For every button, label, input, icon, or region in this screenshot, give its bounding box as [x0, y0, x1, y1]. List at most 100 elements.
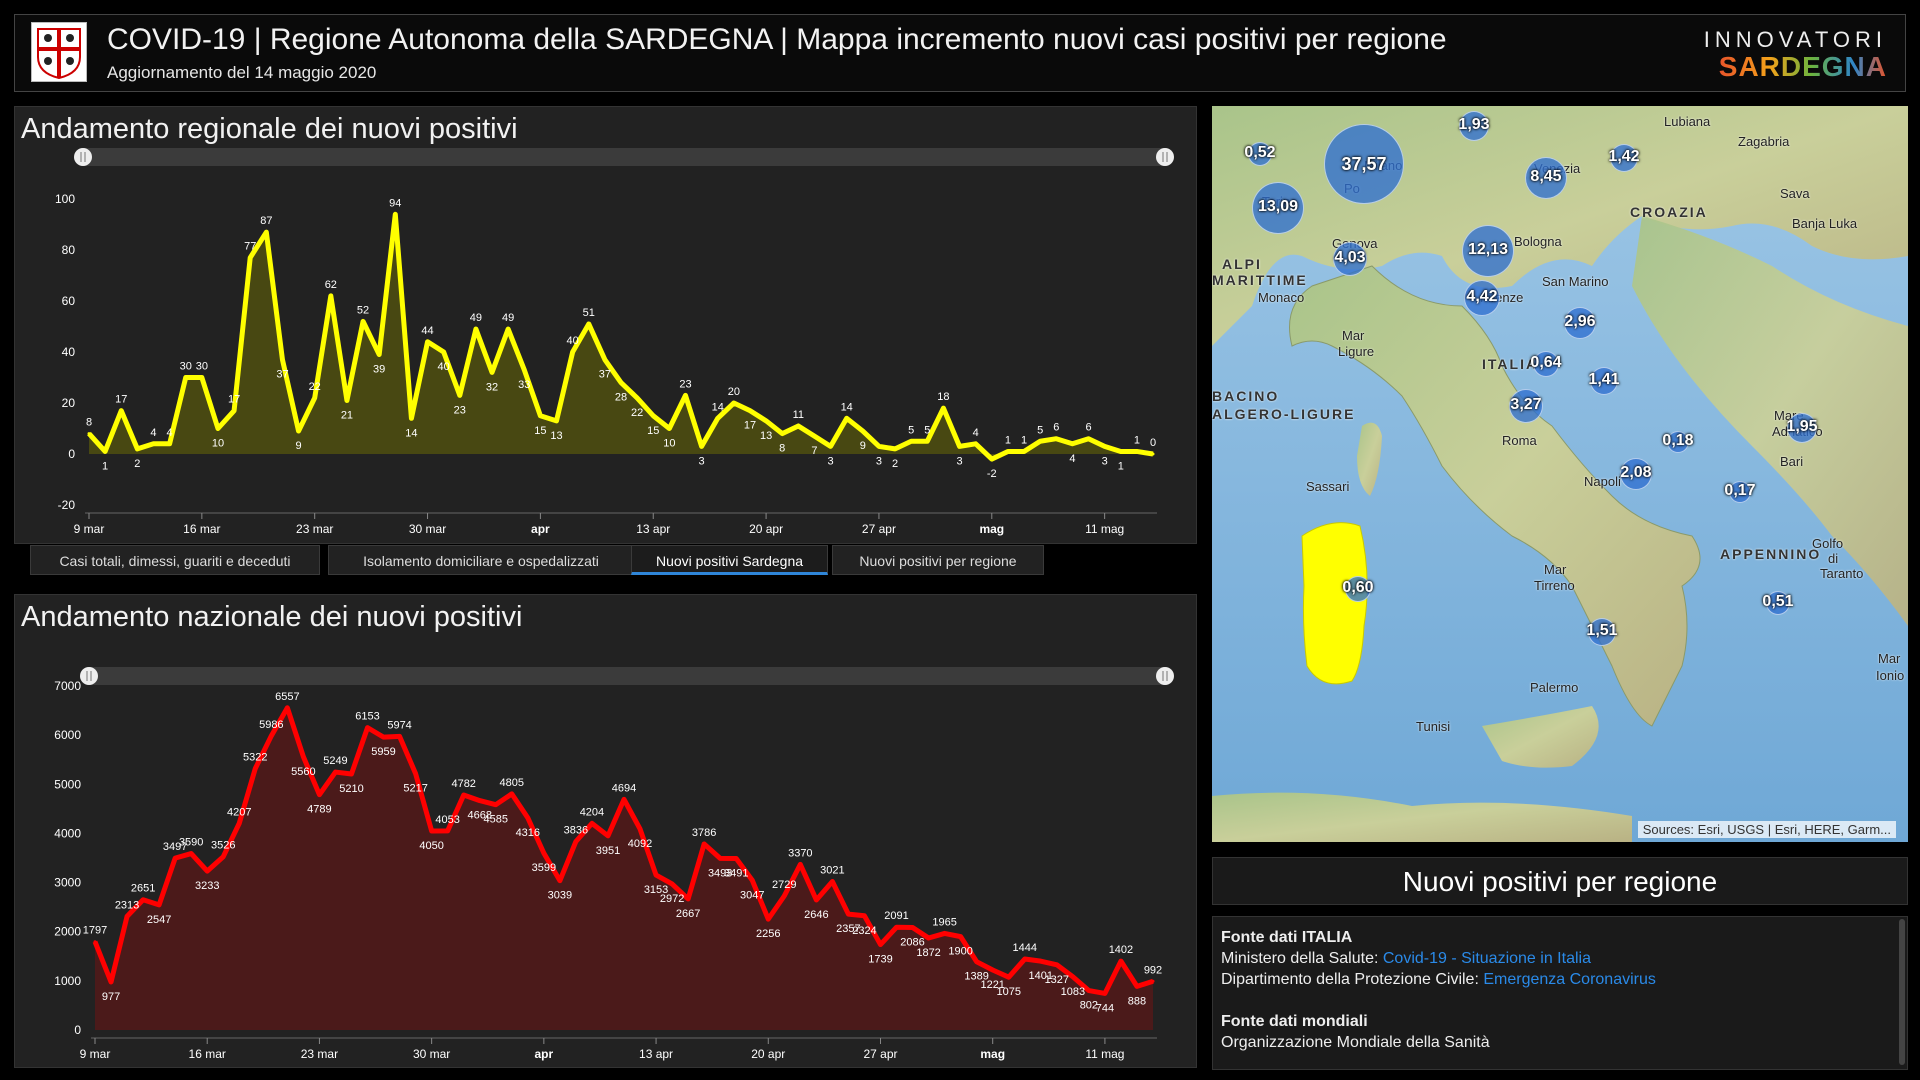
italy-map[interactable]: LubianaZagabriaMilanoTorinoPoVeneziaCROA… [1212, 106, 1908, 842]
region-bubble[interactable] [1620, 458, 1652, 490]
map-place-label: BACINO [1212, 388, 1280, 404]
region-bubble[interactable] [1525, 157, 1567, 199]
balkans-land [1632, 216, 1908, 626]
tab-isolamento[interactable]: Isolamento domiciliare e ospedalizzati [328, 545, 634, 575]
sources-world-line: Organizzazione Mondiale della Sanità [1221, 1034, 1490, 1051]
region-bubble[interactable] [1787, 413, 1817, 443]
region-bubble[interactable] [1459, 111, 1489, 141]
region-bubble[interactable] [1667, 431, 1689, 453]
data-point [590, 821, 594, 825]
region-bubble[interactable] [1464, 280, 1500, 316]
data-label: 1221 [980, 979, 1004, 991]
data-label: 7 [811, 445, 817, 457]
data-label: 21 [341, 409, 353, 421]
data-point [862, 914, 866, 918]
map-place-label: Golfo [1812, 536, 1844, 551]
region-bubble[interactable] [1462, 225, 1514, 277]
data-point [409, 416, 413, 420]
data-label: 1965 [932, 916, 956, 928]
series-area [95, 707, 1153, 1030]
sicily-land [1482, 706, 1599, 768]
data-point [474, 327, 478, 331]
data-label: 1444 [1013, 942, 1037, 954]
region-bubble[interactable] [1324, 124, 1404, 204]
data-label: 3590 [179, 837, 203, 849]
region-bubble[interactable] [1333, 242, 1367, 276]
data-point [216, 427, 220, 430]
sources-line-ministero: Ministero della Salute: Covid-19 - Situa… [1221, 948, 1899, 969]
data-label: 30 [196, 361, 208, 373]
data-point [135, 447, 139, 451]
data-point [446, 829, 450, 833]
region-bubble-value: 4,03 [1334, 249, 1366, 266]
data-label: 1402 [1109, 944, 1133, 956]
data-point [861, 429, 865, 433]
map-place-label: Tunisi [1416, 719, 1451, 734]
data-label: 4 [973, 427, 979, 439]
link-emergenza-coronavirus[interactable]: Emergenza Coronavirus [1483, 971, 1656, 988]
data-point [750, 878, 754, 882]
tab-nuovi-positivi-sardegna[interactable]: Nuovi positivi Sardegna [631, 545, 828, 575]
region-bubble[interactable] [1590, 367, 1618, 395]
zoom-handle-left[interactable] [80, 667, 98, 685]
data-point [478, 799, 482, 803]
zoom-handle-right[interactable] [1156, 148, 1174, 166]
data-label: 14 [712, 401, 724, 413]
data-label: 3153 [644, 884, 668, 896]
region-bubble-value: 0,60 [1342, 579, 1374, 596]
data-label: 3 [1102, 455, 1108, 467]
data-label: 22 [631, 407, 643, 419]
zoom-handle-right[interactable] [1156, 667, 1174, 685]
region-bubble[interactable] [1564, 307, 1596, 339]
data-label: 52 [357, 304, 369, 316]
data-point [974, 442, 978, 446]
region-bubble[interactable] [1509, 389, 1543, 423]
data-point [782, 894, 786, 898]
tab-casi-totali[interactable]: Casi totali, dimessi, guariti e deceduti [30, 545, 320, 575]
region-bubble[interactable] [1766, 591, 1790, 615]
data-point [1022, 449, 1026, 453]
data-point [205, 869, 209, 873]
data-label: 2357 [836, 923, 860, 935]
data-point [1006, 449, 1010, 453]
map-place-label: Taranto [1820, 566, 1864, 581]
region-bubble-value: 0,52 [1244, 144, 1276, 161]
data-label: 3951 [596, 845, 620, 857]
data-label: 2547 [147, 914, 171, 926]
region-bubble-value: 13,09 [1257, 198, 1299, 215]
tab-nuovi-positivi-regione[interactable]: Nuovi positivi per regione [832, 545, 1044, 575]
region-bubble[interactable] [1588, 618, 1616, 646]
data-point [732, 401, 736, 405]
data-point [538, 414, 542, 418]
region-bubble[interactable] [1610, 144, 1638, 172]
region-bubble[interactable] [1729, 481, 1751, 503]
region-bubble[interactable] [1248, 142, 1272, 166]
sources-line-protezione-civile: Dipartimento della Protezione Civile: Em… [1221, 969, 1899, 990]
link-situazione-italia[interactable]: Covid-19 - Situazione in Italia [1382, 950, 1591, 967]
data-point [846, 912, 850, 916]
zoom-handle-left[interactable] [74, 148, 92, 166]
data-point [221, 855, 225, 859]
sardinia-coat-of-arms-logo [31, 22, 87, 82]
sources-scrollbar[interactable] [1899, 919, 1905, 1065]
region-bubble[interactable] [1252, 182, 1304, 234]
data-point [426, 340, 430, 344]
data-point [734, 856, 738, 860]
data-point [522, 368, 526, 372]
region-bubble[interactable] [1533, 351, 1559, 377]
region-bubble[interactable] [1345, 576, 1371, 602]
data-label: 5959 [371, 746, 395, 758]
data-point [1087, 989, 1091, 993]
national-chart-title: Andamento nazionale dei nuovi positivi [21, 601, 523, 633]
region-bubble-value: 37,57 [1341, 154, 1387, 174]
data-point [718, 856, 722, 860]
y-tick-label: 80 [62, 243, 76, 257]
data-label: 17 [115, 394, 127, 406]
data-point [558, 879, 562, 883]
data-label: 5210 [339, 783, 363, 795]
y-tick-label: 3000 [54, 876, 81, 890]
sources-line1-prefix: Ministero della Salute: [1221, 950, 1383, 967]
data-point [382, 735, 386, 739]
data-point [1119, 959, 1123, 963]
map-place-label: Palermo [1530, 680, 1579, 695]
